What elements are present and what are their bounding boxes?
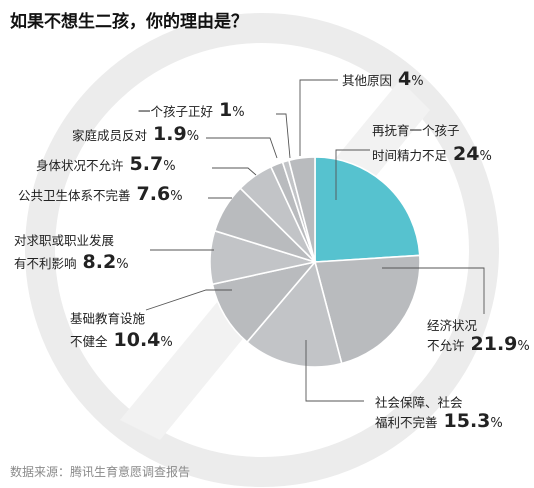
- pie-slice-time-energy: [314, 156, 421, 263]
- slice-category-career-1: 有不利影响 8.2%: [14, 251, 129, 273]
- leader-line-health: [212, 167, 257, 176]
- slice-value-time-energy: 24: [453, 143, 479, 165]
- leader-line-other: [299, 79, 338, 156]
- leader-line-social-security: [305, 340, 364, 402]
- slice-category-economic-0: 经济状况: [427, 318, 478, 333]
- slice-category-one-child-ok-0: 一个孩子正好 1%: [138, 99, 245, 121]
- chart-title: 如果不想生二孩，你的理由是？: [10, 11, 248, 32]
- slice-category-education-0: 基础教育设施: [70, 311, 146, 326]
- pie-slice-education: [211, 260, 318, 344]
- slice-category-social-security-1: 福利不完善 15.3%: [375, 410, 503, 432]
- pie-slice-other: [287, 156, 316, 263]
- slice-category-public-health-0: 公共卫生体系不完善 7.6%: [18, 183, 183, 205]
- slice-value-public-health: 7.6: [137, 183, 171, 205]
- slice-value-social-security: 15.3: [444, 410, 491, 432]
- slice-value-education: 10.4: [114, 329, 161, 351]
- slice-label-public-health: 公共卫生体系不完善 7.6%: [18, 183, 183, 205]
- slice-label-one-child-ok: 一个孩子正好 1%: [138, 99, 245, 121]
- slice-category-family-oppose-0: 家庭成员反对 1.9%: [72, 123, 199, 145]
- slice-category-time-energy-1: 时间精力不足 24%: [372, 143, 492, 165]
- slice-value-career: 8.2: [83, 251, 117, 273]
- slice-value-economic: 21.9: [471, 333, 518, 355]
- slice-category-education-1: 不健全 10.4%: [70, 329, 173, 351]
- slice-label-health: 身体状况不允许 5.7%: [36, 153, 176, 175]
- slice-category-health-0: 身体状况不允许 5.7%: [36, 153, 176, 175]
- leader-line-family-oppose: [206, 137, 278, 159]
- slice-label-other: 其他原因 4%: [342, 68, 424, 90]
- slice-value-other: 4: [398, 68, 411, 90]
- slice-label-family-oppose: 家庭成员反对 1.9%: [72, 123, 199, 145]
- source-note: 数据来源：腾讯生育意愿调查报告: [10, 464, 190, 479]
- slice-category-economic-1: 不允许 21.9%: [427, 333, 530, 355]
- pie-slice-social-security: [245, 260, 343, 368]
- slice-value-family-oppose: 1.9: [153, 123, 187, 145]
- slice-value-health: 5.7: [130, 153, 164, 175]
- slice-category-time-energy-0: 再抚育一个孩子: [372, 123, 460, 138]
- leader-line-education: [145, 289, 232, 311]
- slice-value-one-child-ok: 1: [219, 99, 232, 121]
- leader-line-one-child-ok: [276, 113, 291, 159]
- leader-line-time-energy: [335, 149, 370, 200]
- slice-category-social-security-0: 社会保障、社会: [375, 395, 463, 410]
- leader-line-economic: [382, 267, 485, 314]
- slice-category-career-0: 对求职或职业发展: [14, 233, 114, 248]
- slice-category-other-0: 其他原因 4%: [342, 68, 424, 90]
